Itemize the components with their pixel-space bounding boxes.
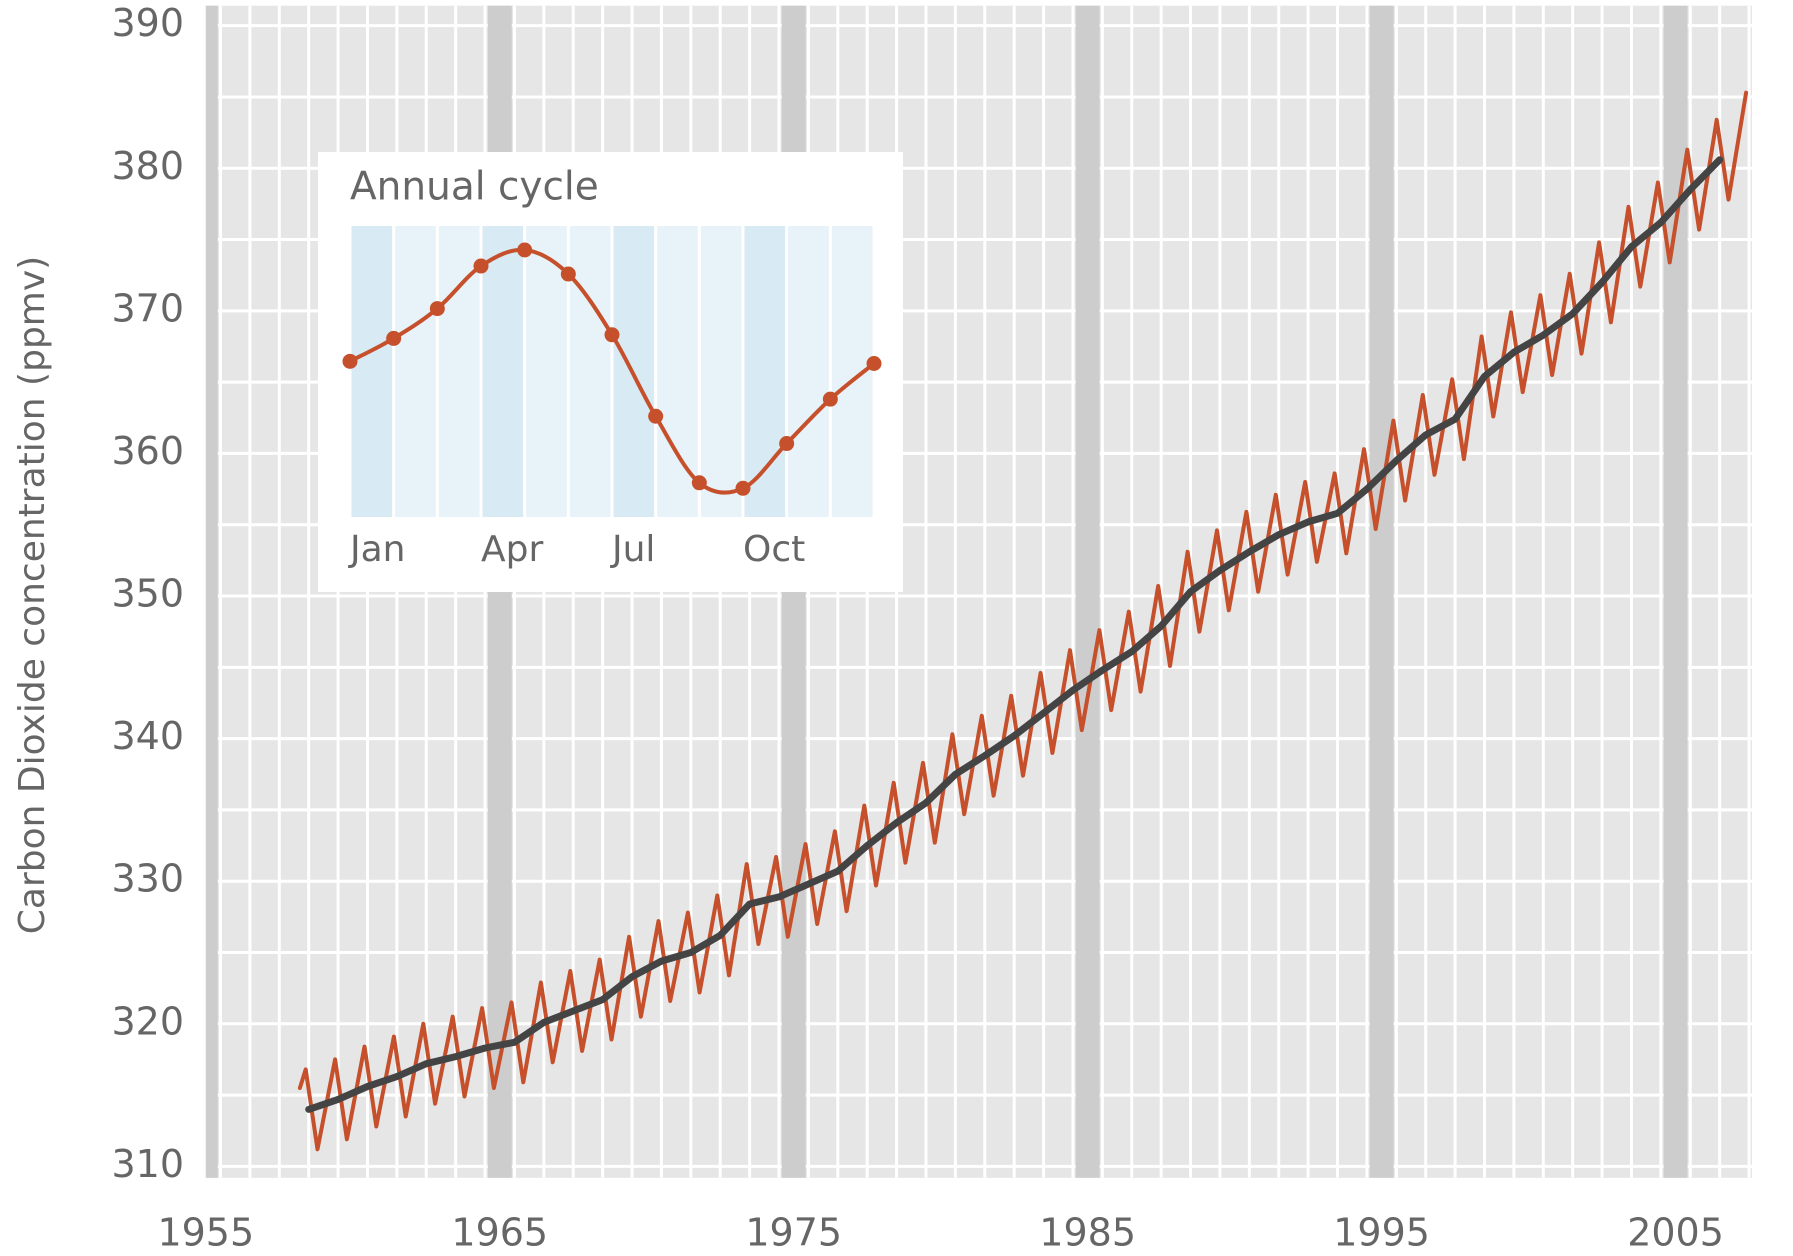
x-tick-label: Oct [743,529,805,570]
inset-title: Annual cycle [350,165,599,210]
y-axis-label: Carbon Dioxide concentration (ppmv) [12,256,53,934]
month-band [482,226,524,517]
month-band [569,226,611,517]
y-tick-label: 310 [111,1142,184,1186]
y-tick-label: 350 [111,572,184,616]
month-band [700,226,742,517]
cycle-point [735,480,751,496]
x-tick-label: 1975 [745,1211,842,1255]
month-band [788,226,829,517]
x-tick-label: Jul [610,529,655,570]
cycle-point [560,266,576,282]
cycle-point [429,301,445,317]
y-tick-label: 370 [111,286,184,330]
cycle-point [342,353,358,369]
cycle-point [779,436,795,452]
y-tick-label: 390 [111,1,184,45]
month-band [395,226,436,517]
x-tick-label: 1965 [451,1211,548,1255]
month-band [526,226,567,517]
x-tick-label: 1955 [157,1211,254,1255]
month-band [657,226,698,517]
x-tick-label: Apr [481,529,543,570]
cycle-point [604,327,620,343]
y-tick-label: 330 [111,857,184,901]
inset: Annual cycle Jan Apr Jul Oct [318,152,903,592]
cycle-point [473,258,489,274]
y-tick-label: 320 [111,999,184,1043]
month-band [744,226,786,517]
trend-line [305,156,1724,1113]
x-tick-label: 1995 [1333,1211,1430,1255]
grid-band [205,5,218,1178]
x-tick-label: 2005 [1627,1211,1724,1255]
y-tick-label: 360 [111,429,184,473]
y-tick-label: 380 [111,144,184,188]
cycle-point [386,330,402,346]
grid-band [1075,5,1100,1178]
cycle-point [648,408,664,424]
x-tick-label: Jan [348,529,406,570]
month-band [351,226,393,517]
cycle-point [822,391,838,407]
cycle-point [866,355,882,371]
cycle-point [517,242,533,258]
grid-band [1369,5,1394,1178]
y-tick-label: 340 [111,714,184,758]
x-tick-label: 1985 [1039,1211,1136,1255]
cycle-point [691,475,707,491]
